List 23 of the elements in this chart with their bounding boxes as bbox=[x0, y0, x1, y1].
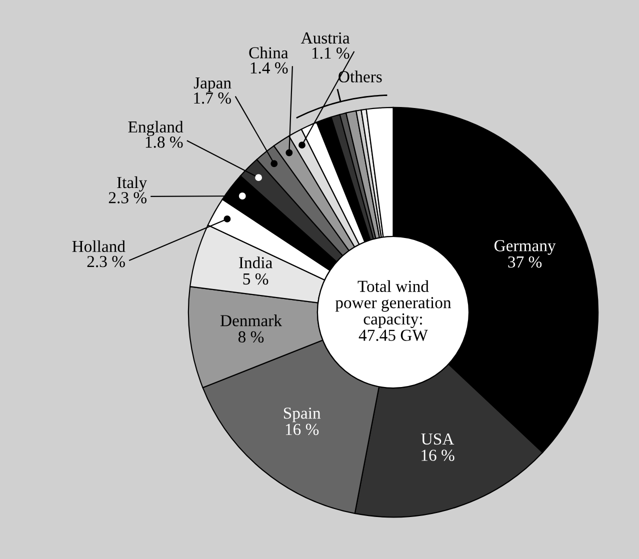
data-label: 2.3 % bbox=[87, 256, 125, 268]
data-label: 2.3 % bbox=[108, 192, 147, 204]
slice-label: Germany bbox=[494, 240, 556, 255]
slice-label: Spain bbox=[284, 408, 321, 422]
slice-label: USA bbox=[421, 433, 454, 445]
data-label: 37 % bbox=[508, 256, 542, 268]
data-label: 5 % bbox=[243, 273, 268, 285]
slice-label: Japan bbox=[194, 77, 232, 92]
slice-label: China bbox=[249, 46, 288, 58]
data-label: 16 % bbox=[286, 424, 319, 436]
data-label: 1.7 % bbox=[194, 92, 231, 104]
text: Total wind power generation capacity: 47.45 GW bbox=[335, 280, 452, 341]
slice-label: Holland bbox=[72, 240, 126, 252]
data-label: 1.8 % bbox=[146, 136, 183, 148]
data-label: 1.4 % bbox=[250, 62, 288, 74]
slice-label: Italy bbox=[117, 176, 148, 192]
slice-label: Denmark bbox=[220, 314, 282, 326]
slice-label: Austria bbox=[300, 32, 350, 44]
data-label: 16 % bbox=[422, 450, 454, 461]
slice-label: England bbox=[128, 120, 184, 136]
data-label: 1.1 % bbox=[312, 47, 350, 59]
data-label: 8 % bbox=[238, 331, 264, 343]
slice-label: India bbox=[239, 256, 272, 268]
